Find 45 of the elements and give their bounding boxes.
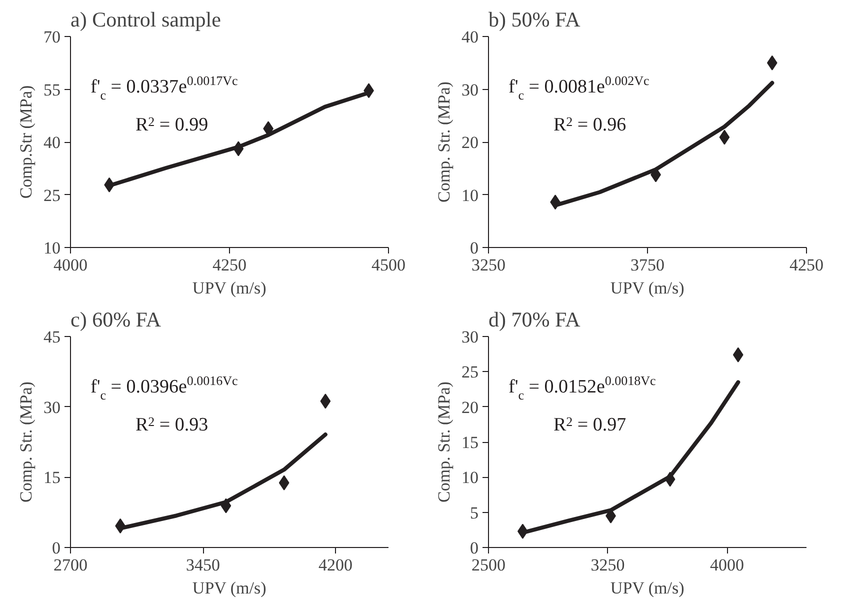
y-tick-label: 0 xyxy=(470,538,478,558)
y-axis-title: Comp. Str. (MPa) xyxy=(16,382,36,502)
y-tick-label: 5 xyxy=(470,503,478,522)
x-axis-title: UPV (m/s) xyxy=(610,278,684,298)
x-tick-label: 2500 xyxy=(472,556,506,574)
y-tick-label: 30 xyxy=(462,328,478,346)
y-tick-label: 10 xyxy=(462,186,478,205)
y-tick-label: 30 xyxy=(44,398,60,417)
x-tick-label: 3250 xyxy=(590,556,625,574)
y-tick-label: 20 xyxy=(462,398,478,417)
y-axis-title: Comp.Str (MPa) xyxy=(16,85,36,199)
y-tick-label: 70 xyxy=(44,28,60,46)
chart-title: a) Control sample xyxy=(70,8,221,32)
y-tick-label: 10 xyxy=(462,468,478,488)
y-tick-label: 15 xyxy=(44,468,60,488)
y-tick-label: 15 xyxy=(462,433,478,452)
y-axis-title: Comp. Str. (MPa) xyxy=(434,82,454,202)
x-axis-title: UPV (m/s) xyxy=(610,578,684,598)
y-axis-title: Comp. Str. (MPa) xyxy=(434,382,454,502)
x-axis-title: UPV (m/s) xyxy=(192,278,266,298)
chart-title: b) 50% FA xyxy=(488,8,582,32)
y-tick-label: 0 xyxy=(470,238,478,258)
y-tick-label: 55 xyxy=(44,80,60,100)
y-tick-label: 40 xyxy=(44,133,60,152)
chart-title: d) 70% FA xyxy=(488,308,582,332)
x-tick-label: 4250 xyxy=(212,256,246,274)
y-tick-label: 40 xyxy=(462,28,478,46)
x-tick-label: 3450 xyxy=(186,556,220,574)
y-tick-label: 25 xyxy=(462,362,478,382)
x-tick-label: 4000 xyxy=(54,256,88,274)
x-tick-label: 4200 xyxy=(318,556,352,574)
x-tick-label: 3750 xyxy=(630,256,664,274)
x-tick-label: 2700 xyxy=(54,556,88,574)
y-tick-label: 20 xyxy=(462,133,478,152)
y-tick-label: 45 xyxy=(44,328,60,346)
x-tick-label: 3250 xyxy=(472,256,506,274)
x-axis-title: UPV (m/s) xyxy=(192,578,266,598)
x-tick-label: 4000 xyxy=(710,556,744,574)
y-tick-label: 0 xyxy=(52,538,60,558)
y-tick-label: 10 xyxy=(44,238,60,258)
y-tick-label: 30 xyxy=(462,80,478,100)
x-tick-label: 4500 xyxy=(372,256,406,274)
chart-title: c) 60% FA xyxy=(70,308,162,332)
x-tick-label: 4250 xyxy=(790,256,824,274)
y-tick-label: 25 xyxy=(44,186,60,205)
